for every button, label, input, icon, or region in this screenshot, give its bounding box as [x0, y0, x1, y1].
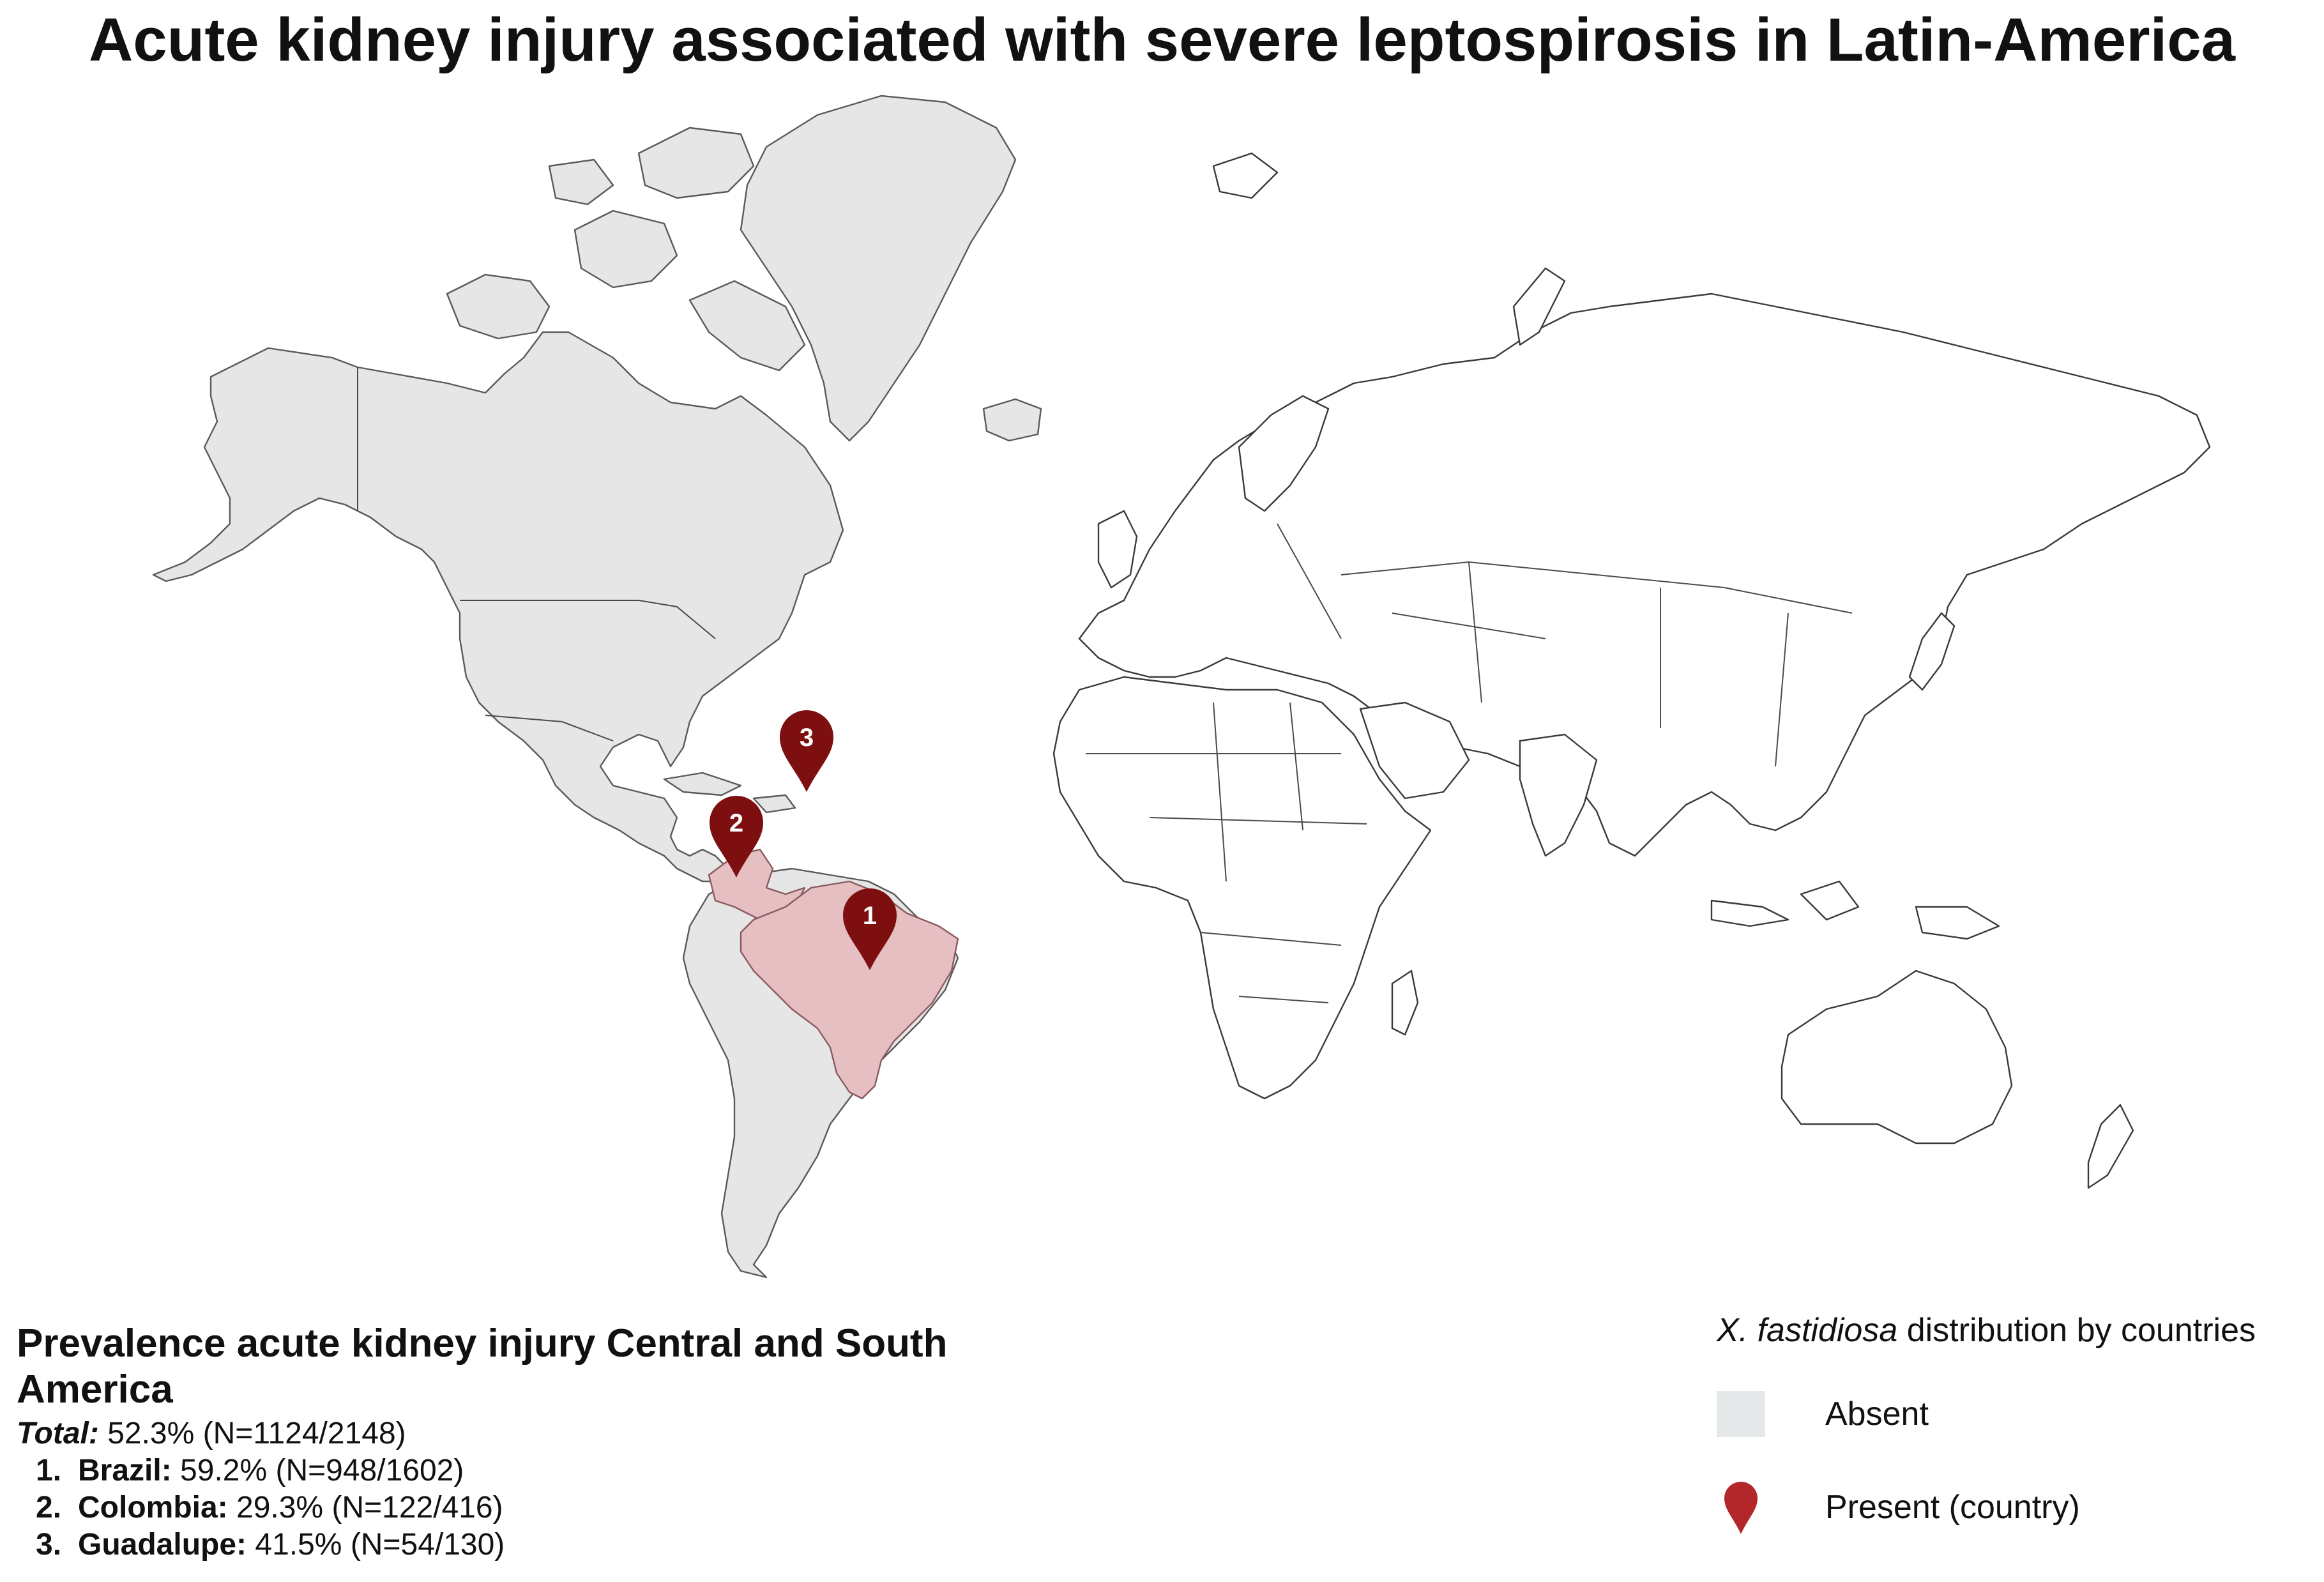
item-value: 59.2% (N=948/1602)	[180, 1454, 464, 1487]
item-value: 41.5% (N=54/130)	[255, 1528, 505, 1562]
novaya-zemlya	[1512, 267, 1566, 346]
total-label: Total:	[17, 1417, 99, 1450]
absent-label: Absent	[1825, 1396, 1929, 1433]
us-mexico-border	[485, 715, 614, 742]
item-country: Brazil:	[78, 1454, 172, 1487]
arabian-peninsula	[1359, 701, 1470, 800]
baffin-island	[688, 280, 806, 372]
marker-1-number: 1	[863, 902, 877, 930]
map-title: Acute kidney injury associated with seve…	[88, 6, 2236, 74]
item-number: 3.	[36, 1528, 62, 1562]
marker-3-pin-icon	[780, 710, 833, 792]
madagascar	[1391, 970, 1419, 1036]
arctic-islands-d	[548, 158, 614, 206]
eurasia-borders	[1277, 523, 1853, 767]
scandinavia	[1238, 395, 1330, 512]
map-legend: X. fastidiosa distribution by countries …	[1717, 1309, 2291, 1534]
new-zealand	[2087, 1104, 2134, 1189]
legend-present: Present (country)	[1717, 1480, 2080, 1534]
prevalence-item-colombia: 2. Colombia: 29.3% (N=122/416)	[36, 1489, 1013, 1526]
british-isles	[1097, 510, 1138, 589]
item-value: 29.3% (N=122/416)	[236, 1491, 503, 1525]
map-pin-icon	[1717, 1480, 1765, 1534]
marker-2-number: 2	[729, 809, 743, 837]
africa-borders	[1086, 702, 1367, 1003]
hispaniola	[752, 794, 796, 814]
marker-3-number: 3	[800, 724, 814, 752]
marker-2-pin-icon	[710, 796, 763, 878]
arctic-islands-a	[446, 273, 551, 340]
iceland	[982, 398, 1042, 442]
prevalence-total: Total: 52.3% (N=1124/2148)	[17, 1415, 1013, 1452]
svalbard	[1212, 152, 1279, 199]
legend-species: X. fastidiosa	[1717, 1312, 1898, 1349]
indonesia-a	[1710, 899, 1789, 927]
north-america-land	[152, 331, 844, 883]
total-value: 52.3% (N=1124/2148)	[107, 1417, 406, 1450]
india	[1519, 733, 1598, 857]
americas-region	[152, 95, 1042, 1279]
absent-swatch	[1717, 1391, 1765, 1437]
greenland	[740, 95, 1017, 442]
indonesia-b	[1800, 880, 1860, 921]
prevalence-item-guadalupe: 3. Guadalupe: 41.5% (N=54/130)	[36, 1526, 1013, 1563]
present-label: Present (country)	[1825, 1489, 2080, 1526]
arctic-islands-b	[573, 209, 678, 289]
marker-3-guadalupe[interactable]: 3	[780, 710, 833, 792]
prevalence-heading: Prevalence acute kidney injury Central a…	[17, 1321, 948, 1411]
new-guinea	[1915, 906, 2000, 940]
africa-land	[1052, 676, 1432, 1100]
marker-2-colombia[interactable]: 2	[710, 796, 763, 878]
australia	[1781, 970, 2013, 1145]
legend-absent: Absent	[1717, 1391, 1929, 1437]
item-country: Colombia:	[78, 1491, 228, 1525]
item-number: 1.	[36, 1454, 62, 1487]
marker-1-brazil[interactable]: 1	[843, 888, 897, 970]
prevalence-panel: Prevalence acute kidney injury Central a…	[17, 1321, 1013, 1563]
arctic-islands-c	[637, 126, 755, 199]
prevalence-list: 1. Brazil: 59.2% (N=948/1602) 2. Colombia:…	[17, 1452, 1013, 1563]
marker-1-pin-icon	[843, 888, 897, 970]
old-world-region	[1052, 152, 2211, 1189]
japan	[1908, 612, 1956, 691]
legend-title-rest: distribution by countries	[1897, 1312, 2256, 1349]
item-number: 2.	[36, 1491, 62, 1525]
cuba	[663, 772, 742, 796]
us-canada-border	[460, 600, 716, 639]
legend-title: X. fastidiosa distribution by countries	[1717, 1309, 2291, 1351]
prevalence-item-brazil: 1. Brazil: 59.2% (N=948/1602)	[36, 1452, 1013, 1489]
item-country: Guadalupe:	[78, 1528, 247, 1562]
world-map: 1 2 3	[0, 77, 2324, 1309]
